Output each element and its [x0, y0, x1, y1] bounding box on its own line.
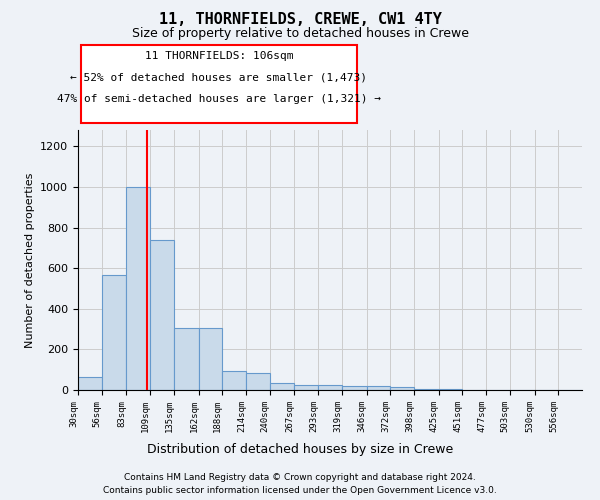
- Bar: [102, 275, 127, 390]
- Bar: [127, 187, 150, 390]
- Text: Contains HM Land Registry data © Crown copyright and database right 2024.: Contains HM Land Registry data © Crown c…: [124, 472, 476, 482]
- Text: 11, THORNFIELDS, CREWE, CW1 4TY: 11, THORNFIELDS, CREWE, CW1 4TY: [158, 12, 442, 28]
- Bar: [414, 389, 439, 390]
- Y-axis label: Number of detached properties: Number of detached properties: [25, 172, 35, 348]
- Bar: [367, 386, 390, 390]
- Bar: [342, 386, 367, 390]
- Text: Contains public sector information licensed under the Open Government Licence v3: Contains public sector information licen…: [103, 486, 497, 495]
- Bar: [150, 240, 174, 390]
- Text: Distribution of detached houses by size in Crewe: Distribution of detached houses by size …: [147, 442, 453, 456]
- Bar: [318, 385, 342, 390]
- Bar: [246, 372, 270, 390]
- Text: ← 52% of detached houses are smaller (1,473): ← 52% of detached houses are smaller (1,…: [71, 72, 367, 83]
- Bar: [439, 389, 463, 390]
- Bar: [222, 370, 246, 390]
- Text: Size of property relative to detached houses in Crewe: Size of property relative to detached ho…: [131, 28, 469, 40]
- Text: 47% of semi-detached houses are larger (1,321) →: 47% of semi-detached houses are larger (…: [57, 94, 381, 104]
- Bar: [270, 383, 295, 390]
- Bar: [199, 328, 222, 390]
- Bar: [78, 377, 102, 390]
- Bar: [174, 328, 199, 390]
- Text: 11 THORNFIELDS: 106sqm: 11 THORNFIELDS: 106sqm: [145, 51, 293, 61]
- Bar: [295, 385, 318, 390]
- Bar: [390, 387, 414, 390]
